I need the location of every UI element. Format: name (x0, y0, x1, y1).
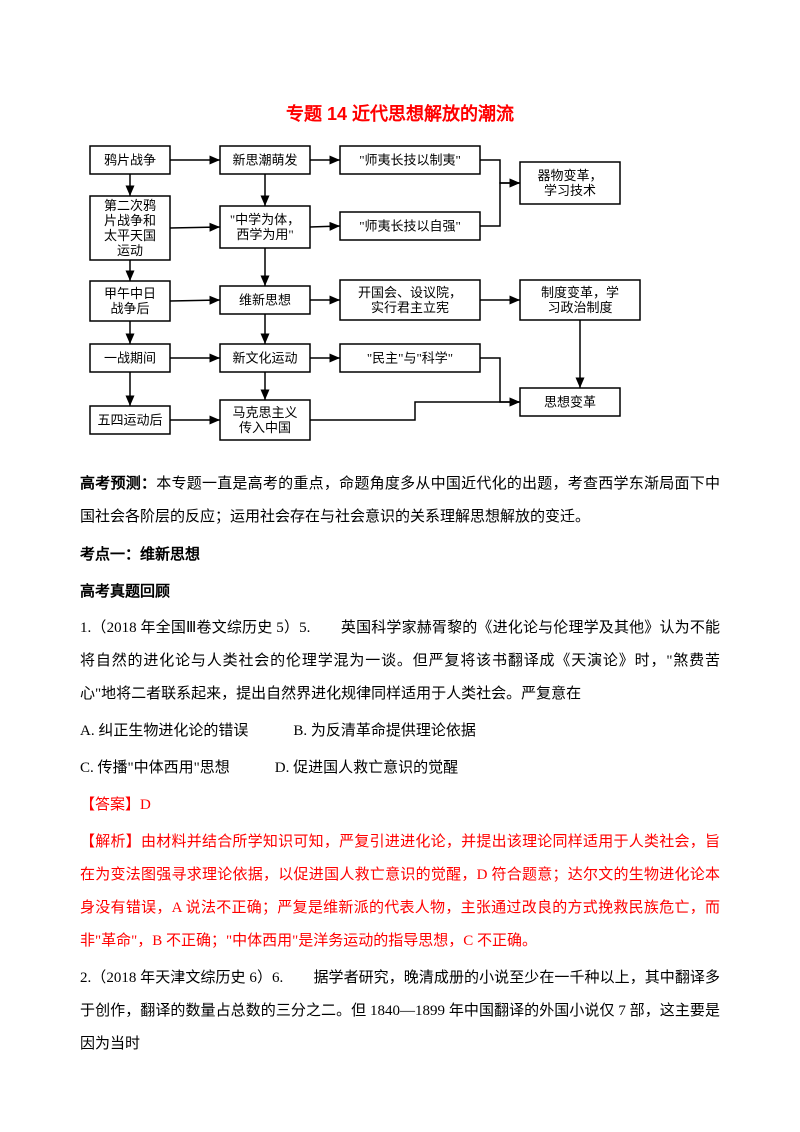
question-1-explanation: 【解析】由材料并结合所学知识可知，严复引进进化论，并提出该理论同样适用于人类社会… (80, 826, 720, 958)
svg-text:"师夷长技以自强": "师夷长技以自强" (359, 219, 461, 234)
forecast-label: 高考预测： (80, 475, 156, 492)
exam-point-heading: 考点一：维新思想 (80, 538, 720, 571)
svg-text:器物变革，: 器物变革， (537, 168, 602, 183)
svg-text:制度变革，学: 制度变革，学 (541, 285, 619, 300)
question-1-answer: 【答案】D (80, 789, 720, 822)
page-title: 专题 14 近代思想解放的潮流 (80, 100, 720, 126)
svg-text:开国会、设议院，: 开国会、设议院， (358, 285, 462, 300)
question-2-stem: 2.（2018 年天津文综历史 6）6. 据学者研究，晚清成册的小说至少在一千种… (80, 962, 720, 1061)
svg-text:"师夷长技以制夷": "师夷长技以制夷" (359, 153, 461, 168)
review-heading: 高考真题回顾 (80, 575, 720, 608)
svg-text:片战争和: 片战争和 (104, 213, 156, 228)
svg-text:西学为用": 西学为用" (236, 227, 293, 242)
svg-text:"民主"与"科学": "民主"与"科学" (367, 351, 453, 366)
svg-text:战争后: 战争后 (110, 301, 149, 316)
svg-text:学习技术: 学习技术 (544, 183, 596, 198)
svg-text:太平天国: 太平天国 (104, 228, 156, 243)
svg-text:实行君主立宪: 实行君主立宪 (371, 300, 449, 315)
svg-text:第二次鸦: 第二次鸦 (104, 198, 156, 213)
svg-text:维新思想: 维新思想 (239, 293, 291, 308)
svg-text:"中学为体，: "中学为体， (230, 212, 300, 227)
svg-text:新思潮萌发: 新思潮萌发 (232, 153, 297, 168)
question-1-options-ab: A. 纠正生物进化论的错误 B. 为反清革命提供理论依据 (80, 715, 720, 748)
flowchart-diagram: 鸦片战争 新思潮萌发 "师夷长技以制夷" 器物变革，学习技术第二次鸦片战争和太平天国运… (80, 136, 720, 451)
question-1-options-cd: C. 传播"中体西用"思想 D. 促进国人救亡意识的觉醒 (80, 752, 720, 785)
svg-text:新文化运动: 新文化运动 (232, 351, 297, 366)
svg-text:马克思主义: 马克思主义 (232, 405, 297, 420)
question-1-stem: 1.（2018 年全国Ⅲ卷文综历史 5）5. 英国科学家赫胥黎的《进化论与伦理学… (80, 612, 720, 711)
svg-text:一战期间: 一战期间 (104, 351, 156, 366)
svg-text:传入中国: 传入中国 (239, 420, 291, 435)
svg-text:思想变革: 思想变革 (544, 395, 596, 410)
svg-text:五四运动后: 五四运动后 (97, 413, 162, 428)
forecast-paragraph: 高考预测：本专题一直是高考的重点，命题角度多从中国近代化的出题，考查西学东渐局面… (80, 467, 720, 534)
svg-text:鸦片战争: 鸦片战争 (104, 153, 156, 168)
svg-text:运动: 运动 (117, 243, 143, 258)
svg-text:甲午中日: 甲午中日 (104, 286, 156, 301)
forecast-text: 本专题一直是高考的重点，命题角度多从中国近代化的出题，考查西学东渐局面下中国社会… (80, 476, 720, 525)
svg-text:习政治制度: 习政治制度 (547, 300, 612, 315)
